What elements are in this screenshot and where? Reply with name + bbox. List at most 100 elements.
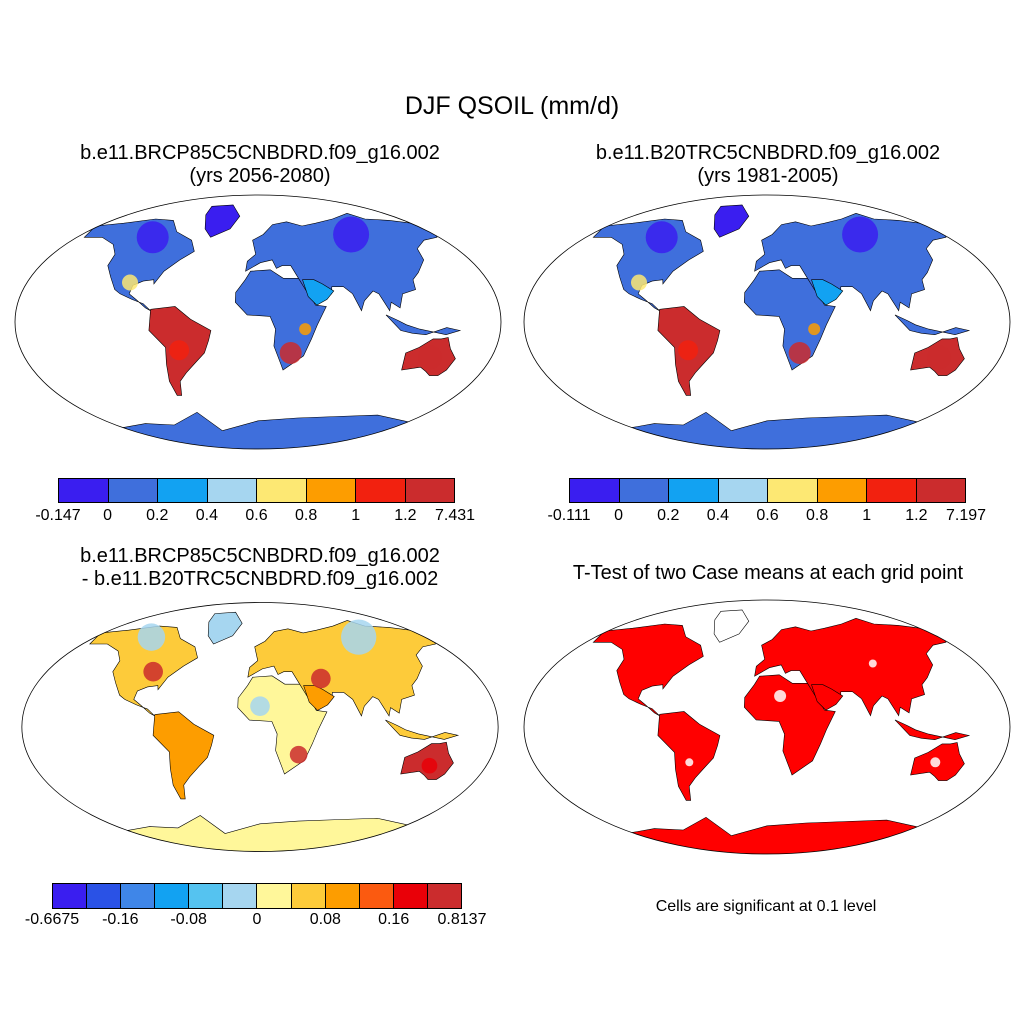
colorbar-swatch [867, 479, 917, 502]
colorbar-tick-label: -0.16 [102, 911, 139, 928]
colorbar-historical [569, 478, 966, 503]
field-patch [250, 696, 270, 717]
panel3-title: b.e11.BRCP85C5CNBDRD.f09_g16.002 - b.e11… [20, 545, 500, 591]
map-panel-difference [21, 602, 499, 852]
field-patch [289, 745, 308, 764]
panel2-title-line1: b.e11.B20TRC5CNBDRD.f09_g16.002 [595, 142, 941, 164]
panel4-title-line1: T-Test of two Case means at each grid po… [572, 562, 964, 584]
colorbar-swatch [718, 479, 768, 502]
colorbar-tick-label: 0.4 [706, 507, 729, 524]
landmass-africa [743, 269, 836, 371]
field-patch [299, 323, 312, 336]
colorbar-swatch [570, 479, 620, 502]
colorbar-tick-label: 0.4 [195, 507, 218, 524]
map-panel-ttest [523, 599, 1011, 855]
colorbar-tick-label: 1 [862, 507, 872, 524]
landmass-antarctica [594, 411, 941, 449]
landmass-africa [743, 674, 836, 776]
panel2-title: b.e11.B20TRC5CNBDRD.f09_g16.002 (yrs 198… [528, 142, 1008, 188]
colorbar-swatch [257, 884, 292, 908]
landmass-greenland [713, 204, 750, 238]
colorbar-swatch [768, 479, 818, 502]
colorbar-swatch [405, 479, 454, 502]
field-patch [930, 757, 941, 768]
colorbar-swatch [108, 479, 158, 502]
panel2-title-line2: (yrs 1981-2005) [697, 165, 839, 187]
colorbar-tick-label: 0.8137 [437, 911, 487, 928]
landmass-greenland [204, 204, 241, 238]
landmass-africa [234, 269, 327, 371]
panel3-title-line1: b.e11.BRCP85C5CNBDRD.f09_g16.002 [80, 545, 440, 567]
map-border [21, 602, 499, 852]
panel1-title-line2: (yrs 2056-2080) [189, 165, 331, 187]
field-patch [685, 758, 694, 767]
colorbar-future [58, 478, 455, 503]
colorbar-swatch [158, 479, 208, 502]
colorbar-tick-label: 1.2 [905, 507, 928, 524]
panel4-title: T-Test of two Case means at each grid po… [528, 562, 1008, 585]
colorbar-tick-label: 7.431 [434, 507, 476, 524]
field-patch [842, 216, 879, 253]
colorbar-swatch [393, 884, 428, 908]
colorbar-tick-label: 0.2 [657, 507, 680, 524]
field-patch [137, 623, 166, 651]
landmass-arabia [302, 279, 335, 306]
colorbar-tick-label: 0.08 [309, 911, 341, 928]
colorbar-swatch [87, 884, 122, 908]
landmass-greenland [207, 611, 243, 645]
field-patch [418, 345, 443, 370]
colorbar-tick-label: 0.2 [146, 507, 169, 524]
map-border [14, 194, 502, 450]
field-patch [136, 221, 169, 254]
landmass-south-america [657, 711, 721, 801]
colorbar-tick-label: -0.111 [547, 507, 591, 524]
panel1-title-line1: b.e11.BRCP85C5CNBDRD.f09_g16.002 [80, 142, 440, 164]
landmass-greenland [713, 609, 750, 643]
field-patch [868, 659, 877, 668]
field-patch [279, 342, 302, 364]
colorbar-swatch [306, 479, 356, 502]
landmass-indonesia [385, 719, 460, 740]
field-patch [774, 690, 787, 702]
colorbar-tick-label: -0.08 [170, 911, 207, 928]
landmass-south-america [152, 711, 215, 800]
field-patch [631, 274, 647, 291]
colorbar-tick-label: 0 [103, 507, 113, 524]
colorbar-tick-label: -0.6675 [24, 911, 80, 928]
colorbar-swatch [53, 884, 88, 908]
landmass-antarctica [90, 815, 431, 852]
colorbar-swatch [121, 884, 156, 908]
colorbar-swatch [356, 479, 406, 502]
main-title: DJF QSOIL (mm/d) [404, 92, 620, 120]
field-patch [678, 340, 699, 361]
field-patch [169, 340, 190, 361]
colorbar-swatch [916, 479, 965, 502]
colorbar-swatch [223, 884, 258, 908]
colorbar-tick-label: 1 [351, 507, 361, 524]
colorbar-tick-label: -0.147 [35, 507, 81, 524]
colorbar-tick-label: 7.197 [945, 507, 987, 524]
field-patch [143, 661, 163, 682]
colorbar-tick-label: 0.8 [806, 507, 829, 524]
colorbar-swatch [257, 479, 307, 502]
field-patch [645, 221, 678, 254]
field-patch [122, 274, 138, 291]
significance-note: Cells are significant at 0.1 level [655, 898, 877, 915]
landmass-north-america [592, 623, 704, 716]
landmass-indonesia [894, 314, 971, 336]
colorbar-swatch [427, 884, 461, 908]
field-patch [421, 757, 438, 774]
colorbar-swatch [155, 884, 190, 908]
colorbar-swatch [669, 479, 719, 502]
map-panel-future [14, 194, 502, 450]
colorbar-tick-label: 0 [614, 507, 624, 524]
colorbar-swatch [325, 884, 360, 908]
colorbar-tick-label: 0.6 [756, 507, 779, 524]
field-patch [311, 668, 331, 689]
colorbar-swatch [817, 479, 867, 502]
colorbar-tick-label: 0 [252, 911, 262, 928]
colorbar-swatch [207, 479, 257, 502]
landmass-antarctica [594, 816, 941, 854]
field-patch [808, 323, 821, 336]
map-border [523, 599, 1011, 855]
